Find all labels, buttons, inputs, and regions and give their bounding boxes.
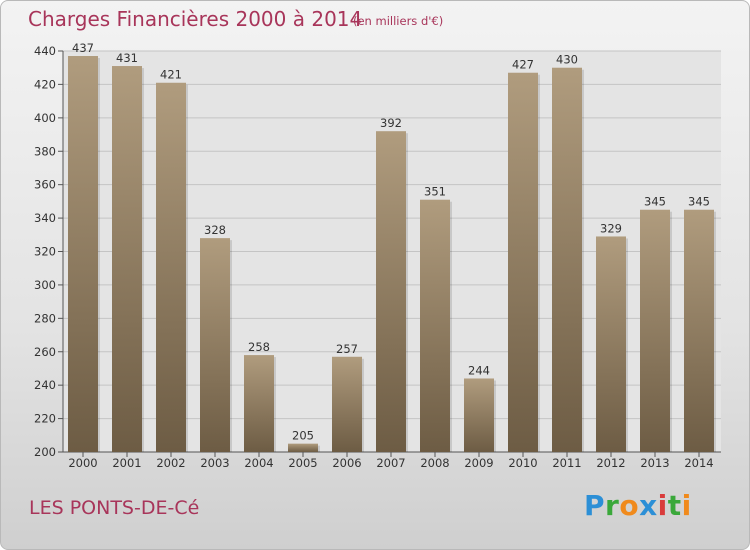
x-tick-label: 2008 xyxy=(420,456,449,470)
bar-value-label: 345 xyxy=(688,195,710,209)
proxiti-logo[interactable]: Proxiti xyxy=(584,489,692,522)
bar-value-label: 257 xyxy=(336,342,358,356)
chart-subtitle: (en milliers d'€) xyxy=(353,14,444,28)
logo-letter: o xyxy=(619,489,640,522)
bar-value-label: 205 xyxy=(292,429,314,443)
bar-value-label: 431 xyxy=(116,51,138,65)
x-tick-label: 2012 xyxy=(596,456,625,470)
x-tick-label: 2000 xyxy=(68,456,97,470)
bar-value-label: 328 xyxy=(204,223,226,237)
x-tick-label: 2006 xyxy=(332,456,361,470)
y-tick-label: 380 xyxy=(34,144,56,158)
bar-value-label: 430 xyxy=(556,53,578,67)
bar xyxy=(596,236,626,452)
commune-name: LES PONTS-DE-Cé xyxy=(29,497,200,519)
logo-letter: r xyxy=(605,489,620,522)
bar xyxy=(332,356,362,452)
x-tick-label: 2011 xyxy=(552,456,581,470)
y-tick-label: 300 xyxy=(34,278,56,292)
logo-letter: P xyxy=(584,489,606,522)
bar-value-label: 421 xyxy=(160,68,182,82)
bar-value-label: 329 xyxy=(600,221,622,235)
x-tick-label: 2003 xyxy=(200,456,229,470)
bar xyxy=(640,209,670,452)
y-tick-label: 420 xyxy=(34,77,56,91)
y-tick-label: 440 xyxy=(34,44,56,58)
bar xyxy=(464,378,494,452)
logo-letter: x xyxy=(639,489,658,522)
y-tick-label: 200 xyxy=(34,445,56,459)
y-tick-label: 360 xyxy=(34,178,56,192)
chart-title: Charges Financières 2000 à 2014 xyxy=(28,7,363,31)
bar-value-label: 427 xyxy=(512,58,534,72)
bar xyxy=(376,131,406,452)
y-tick-label: 400 xyxy=(34,111,56,125)
x-tick-label: 2001 xyxy=(112,456,141,470)
x-tick-label: 2014 xyxy=(684,456,713,470)
logo-letter: i xyxy=(657,489,668,522)
x-tick-label: 2007 xyxy=(376,456,405,470)
bar-value-label: 392 xyxy=(380,116,402,130)
bar xyxy=(420,199,450,452)
bar xyxy=(68,56,98,452)
y-tick-label: 260 xyxy=(34,345,56,359)
bar xyxy=(288,443,318,452)
bar-value-label: 437 xyxy=(72,41,94,55)
logo-letter: i xyxy=(681,489,692,522)
bar xyxy=(552,67,582,452)
y-tick-label: 320 xyxy=(34,245,56,259)
bar-value-label: 345 xyxy=(644,195,666,209)
bar-value-label: 258 xyxy=(248,340,270,354)
y-tick-label: 220 xyxy=(34,412,56,426)
bar xyxy=(508,72,538,453)
bar-value-label: 351 xyxy=(424,185,446,199)
bar xyxy=(684,209,714,452)
x-tick-label: 2002 xyxy=(156,456,185,470)
logo-letter: t xyxy=(667,489,682,522)
bar xyxy=(200,238,230,452)
x-tick-label: 2009 xyxy=(464,456,493,470)
bar-value-label: 244 xyxy=(468,363,490,377)
x-tick-label: 2004 xyxy=(244,456,273,470)
y-tick-label: 240 xyxy=(34,378,56,392)
bar xyxy=(156,82,186,452)
x-tick-label: 2005 xyxy=(288,456,317,470)
bar xyxy=(112,66,142,452)
y-tick-label: 280 xyxy=(34,311,56,325)
x-tick-label: 2013 xyxy=(640,456,669,470)
y-tick-label: 340 xyxy=(34,211,56,225)
bar xyxy=(244,355,274,452)
x-tick-label: 2010 xyxy=(508,456,537,470)
